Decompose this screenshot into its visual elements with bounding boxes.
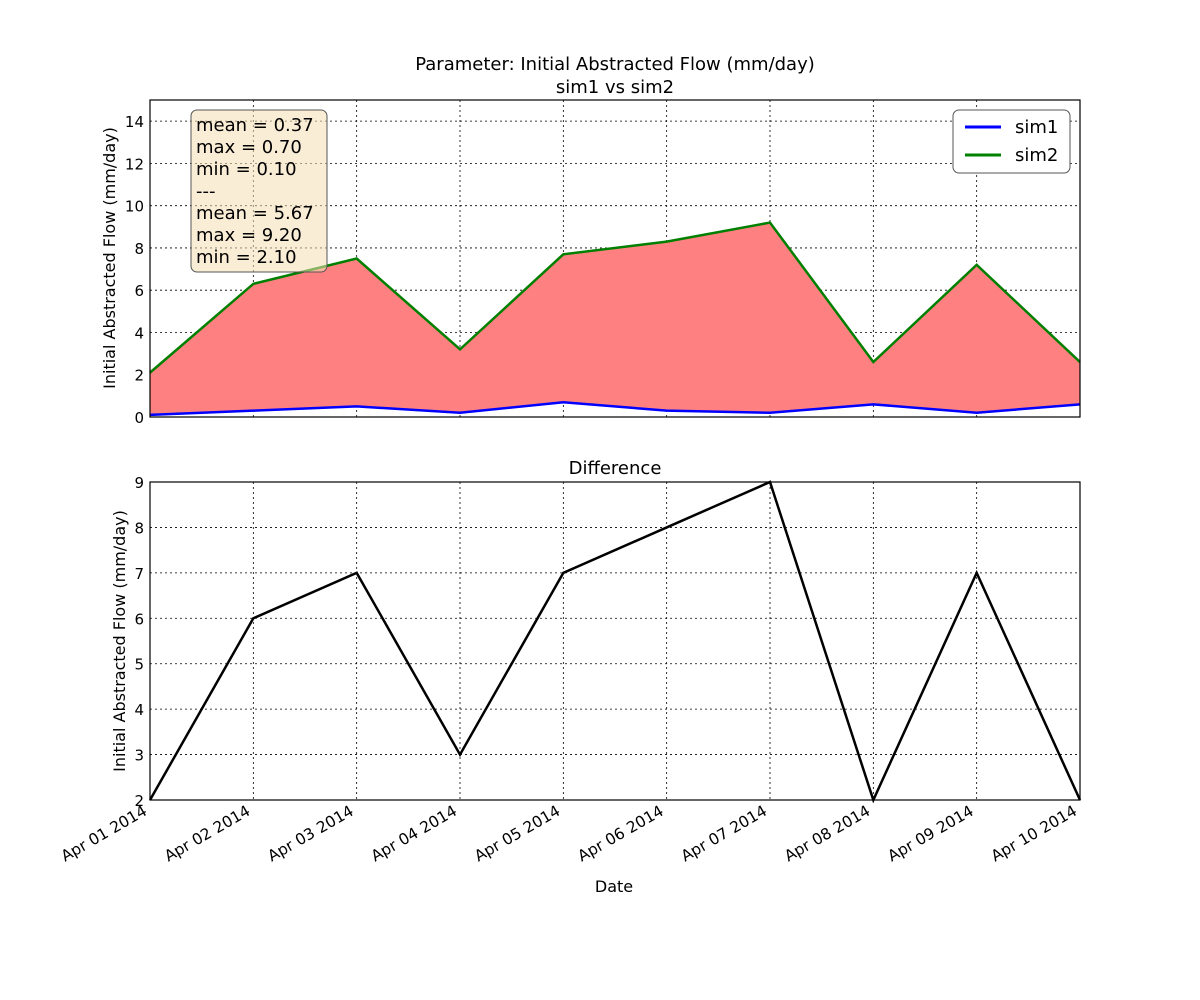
bottom-y-axis-label: Initial Abstracted Flow (mm/day) bbox=[110, 510, 129, 772]
stats-box-background bbox=[190, 109, 328, 273]
difference-line bbox=[148, 480, 1082, 804]
figure-title: Parameter: Initial Abstracted Flow (mm/d… bbox=[415, 54, 815, 75]
stats-line: max = 9.20 bbox=[196, 225, 302, 246]
top-y-axis-label: Initial Abstracted Flow (mm/day) bbox=[100, 127, 119, 389]
bottom-y-tick-label: 4 bbox=[134, 701, 144, 719]
bottom-y-tick-label: 9 bbox=[134, 474, 144, 492]
legend-label-sim1: sim1 bbox=[1015, 117, 1058, 138]
bottom-y-tick-label: 6 bbox=[134, 610, 144, 628]
legend: sim1 sim2 bbox=[952, 109, 1071, 174]
x-axis-label: Date bbox=[595, 877, 633, 896]
bottom-axes-frame bbox=[149, 481, 1081, 801]
top-y-tick-label: 0 bbox=[134, 409, 144, 427]
bottom-y-ticks: 2 3 4 5 6 7 8 9 bbox=[134, 474, 144, 810]
top-y-tick-label: 10 bbox=[125, 198, 144, 216]
top-y-tick-label: 12 bbox=[125, 155, 144, 173]
top-axes-frame bbox=[149, 99, 1081, 418]
difference-title: Difference bbox=[569, 458, 662, 479]
sim1-line bbox=[149, 400, 1081, 417]
top-y-tick-label: 6 bbox=[134, 282, 144, 300]
bottom-y-tick-label: 2 bbox=[134, 792, 144, 810]
bottom-y-tick-label: 3 bbox=[134, 747, 144, 765]
bottom-y-tick-label: 8 bbox=[134, 519, 144, 537]
top-y-tick-label: 2 bbox=[134, 367, 144, 385]
top-plot: 0 2 4 6 8 10 12 14 Initial Abstracted Flow (mm/… bbox=[100, 99, 1081, 427]
stats-line: min = 0.10 bbox=[196, 159, 297, 180]
top-y-tick-label: 4 bbox=[134, 324, 144, 342]
top-y-ticks: 0 2 4 6 8 10 12 14 bbox=[125, 113, 144, 427]
top-y-tick-label: 8 bbox=[134, 240, 144, 258]
stats-line: min = 2.10 bbox=[196, 247, 297, 268]
stats-line: mean = 5.67 bbox=[196, 203, 314, 224]
stats-line: mean = 0.37 bbox=[196, 115, 314, 136]
legend-label-sim2: sim2 bbox=[1015, 145, 1058, 166]
stats-line: max = 0.70 bbox=[196, 137, 302, 158]
fill-between-sim1-sim2 bbox=[150, 222, 1080, 415]
stats-line: --- bbox=[196, 181, 216, 202]
bottom-y-tick-label: 5 bbox=[134, 656, 144, 674]
bottom-y-tick-label: 7 bbox=[134, 565, 144, 583]
top-y-tick-label: 14 bbox=[125, 113, 144, 131]
figure-subtitle: sim1 vs sim2 bbox=[556, 77, 674, 98]
bottom-grid bbox=[150, 482, 1080, 800]
